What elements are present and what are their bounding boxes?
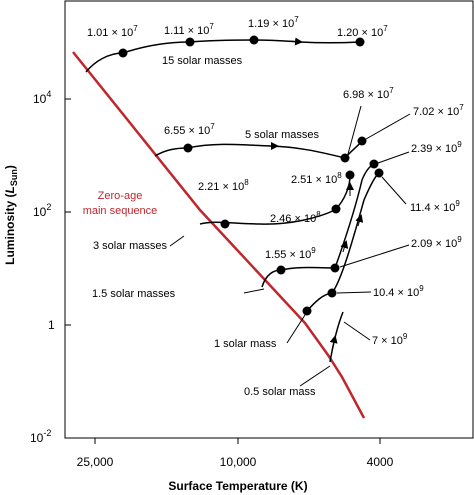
- age-label: 2.51 × 108: [291, 171, 342, 186]
- label-leader: [169, 235, 185, 247]
- age-label: 1.19 × 107: [248, 15, 299, 30]
- age-label: 1.20 × 107: [337, 24, 388, 39]
- age-point: [302, 306, 312, 316]
- arrow-1-5-solar-masses: [340, 240, 349, 253]
- age-label: 2.21 × 108: [198, 178, 249, 193]
- age-point: [118, 48, 128, 58]
- age-point: [220, 219, 230, 229]
- mass-label: 3 solar masses: [93, 240, 167, 252]
- age-point: [249, 35, 259, 45]
- zams-line: [72, 51, 366, 419]
- track-1-solar-mass: [306, 172, 380, 312]
- label-leader: [343, 321, 371, 341]
- age-label: 2.09 × 109: [411, 235, 462, 250]
- age-point: [369, 159, 379, 169]
- arrow-15-solar-masses: [289, 37, 303, 46]
- age-label: 6.55 × 107: [164, 122, 215, 137]
- track-0-5-solar-mass: [329, 311, 344, 363]
- label-leader: [347, 105, 362, 155]
- age-point: [276, 265, 286, 275]
- age-point: [340, 153, 350, 163]
- x-tick-label: 10,000: [220, 455, 257, 469]
- age-label: 1.01 × 107: [87, 24, 138, 39]
- age-point: [355, 37, 365, 47]
- age-label: 7 × 109: [372, 332, 408, 347]
- zams-label: main sequence: [83, 205, 158, 217]
- age-label: 2.46 × 108: [270, 210, 321, 225]
- label-leader: [336, 291, 372, 294]
- x-tick-label: 4000: [367, 455, 394, 469]
- age-point: [183, 143, 193, 153]
- mass-label: 1.5 solar masses: [92, 288, 176, 300]
- label-leader: [339, 244, 410, 268]
- age-point: [345, 170, 355, 180]
- label-leader: [299, 365, 331, 387]
- y-tick-label: 104: [33, 89, 51, 106]
- arrow-1-solar-mass: [355, 214, 364, 227]
- y-axis-title: Luminosity (LSun): [3, 165, 19, 265]
- x-tick-label: 25,000: [77, 455, 114, 469]
- mass-label: 5 solar masses: [245, 129, 319, 141]
- zams-label: Zero-age: [98, 190, 143, 202]
- y-tick-label: 1: [48, 318, 55, 332]
- age-point: [374, 168, 384, 178]
- age-label: 7.02 × 107: [413, 103, 464, 118]
- mass-label: 0.5 solar mass: [244, 386, 316, 398]
- age-point: [185, 37, 195, 47]
- y-tick-label: 10-2: [30, 428, 51, 445]
- age-label: 1.55 × 109: [265, 246, 316, 261]
- mass-label: 1 solar mass: [214, 338, 277, 350]
- age-point: [330, 263, 340, 273]
- age-label: 10.4 × 109: [373, 284, 424, 299]
- age-label: 11.4 × 109: [410, 199, 460, 214]
- arrow-0-5-solar-mass: [329, 335, 338, 351]
- age-point: [331, 204, 341, 214]
- age-label: 2.39 × 109: [411, 140, 462, 155]
- plot-frame: [64, 0, 474, 439]
- age-point: [357, 136, 367, 146]
- label-leader: [243, 288, 265, 294]
- label-leader: [377, 151, 410, 164]
- age-label: 6.98 × 107: [343, 86, 394, 101]
- mass-label: 15 solar masses: [162, 55, 243, 67]
- x-axis-title: Surface Temperature (K): [168, 479, 307, 493]
- age-point: [327, 288, 337, 298]
- y-tick-label: 102: [33, 202, 51, 219]
- label-leader: [381, 176, 407, 205]
- age-label: 1.11 × 107: [164, 22, 214, 37]
- label-leader: [365, 113, 411, 140]
- label-leader: [286, 314, 306, 344]
